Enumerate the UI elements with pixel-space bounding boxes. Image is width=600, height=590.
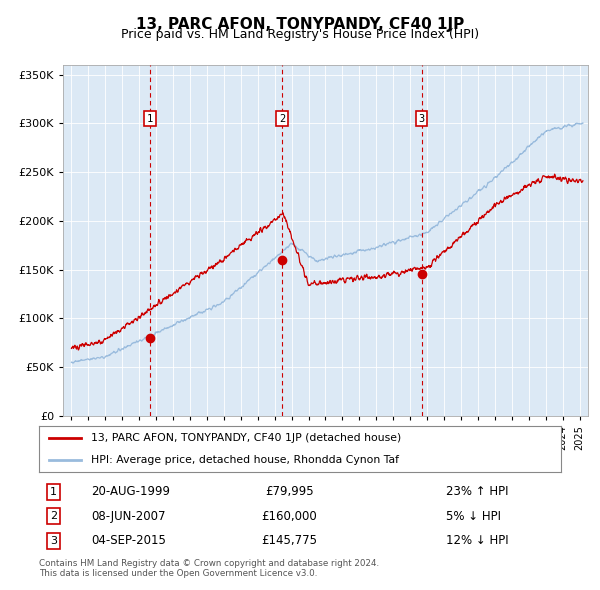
Text: 13, PARC AFON, TONYPANDY, CF40 1JP (detached house): 13, PARC AFON, TONYPANDY, CF40 1JP (deta… [91, 434, 401, 444]
Text: 2: 2 [50, 512, 57, 521]
Text: Contains HM Land Registry data © Crown copyright and database right 2024.: Contains HM Land Registry data © Crown c… [39, 559, 379, 568]
Text: 1: 1 [50, 487, 57, 497]
Text: £160,000: £160,000 [262, 510, 317, 523]
Text: 1: 1 [147, 113, 153, 123]
Text: 04-SEP-2015: 04-SEP-2015 [91, 535, 166, 548]
Text: 13, PARC AFON, TONYPANDY, CF40 1JP: 13, PARC AFON, TONYPANDY, CF40 1JP [136, 17, 464, 31]
Text: 3: 3 [50, 536, 57, 546]
Text: HPI: Average price, detached house, Rhondda Cynon Taf: HPI: Average price, detached house, Rhon… [91, 454, 399, 464]
Text: 23% ↑ HPI: 23% ↑ HPI [446, 485, 509, 498]
Text: £145,775: £145,775 [262, 535, 317, 548]
Text: 3: 3 [419, 113, 425, 123]
Text: £79,995: £79,995 [265, 485, 314, 498]
Text: This data is licensed under the Open Government Licence v3.0.: This data is licensed under the Open Gov… [39, 569, 317, 578]
Text: Price paid vs. HM Land Registry's House Price Index (HPI): Price paid vs. HM Land Registry's House … [121, 28, 479, 41]
Text: 20-AUG-1999: 20-AUG-1999 [91, 485, 170, 498]
Text: 5% ↓ HPI: 5% ↓ HPI [446, 510, 501, 523]
Text: 12% ↓ HPI: 12% ↓ HPI [446, 535, 509, 548]
Text: 2: 2 [279, 113, 285, 123]
Text: 08-JUN-2007: 08-JUN-2007 [91, 510, 166, 523]
